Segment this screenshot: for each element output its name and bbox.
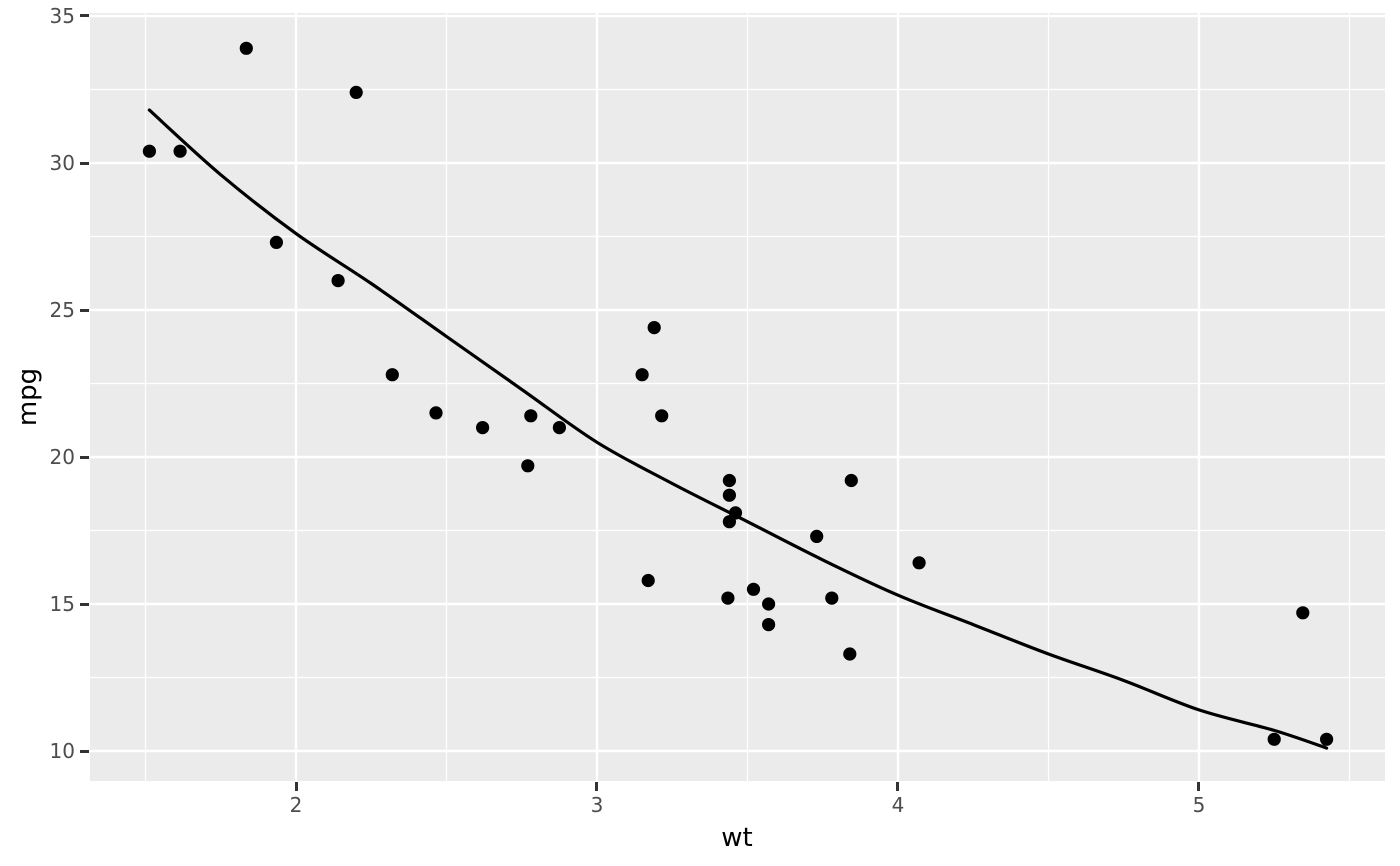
y-tick-label: 35 bbox=[49, 3, 75, 28]
y-tick-label: 15 bbox=[49, 592, 75, 616]
x-tick-mark bbox=[896, 782, 900, 791]
x-tick-mark bbox=[595, 782, 599, 791]
x-tick-label: 5 bbox=[1192, 793, 1206, 817]
x-tick-mark bbox=[1197, 782, 1201, 791]
plot-svg bbox=[90, 13, 1385, 781]
y-tick-mark bbox=[80, 14, 89, 18]
y-tick-mark bbox=[80, 161, 89, 165]
y-tick-mark bbox=[80, 749, 89, 753]
y-tick-label: 25 bbox=[49, 298, 75, 322]
y-tick-label: 10 bbox=[49, 739, 75, 763]
plot-panel bbox=[90, 13, 1385, 781]
x-tick-label: 3 bbox=[590, 793, 604, 817]
y-tick-label: 30 bbox=[49, 151, 75, 175]
x-tick-label: 4 bbox=[891, 793, 905, 817]
y-tick-mark bbox=[80, 308, 89, 312]
x-tick-label: 2 bbox=[289, 793, 303, 817]
x-axis-title: wt bbox=[721, 823, 753, 853]
y-tick-mark bbox=[80, 455, 89, 459]
x-tick-mark bbox=[294, 782, 298, 791]
y-tick-label: 20 bbox=[49, 445, 75, 469]
y-tick-mark bbox=[80, 602, 89, 606]
y-axis-title: mpg bbox=[13, 367, 43, 427]
